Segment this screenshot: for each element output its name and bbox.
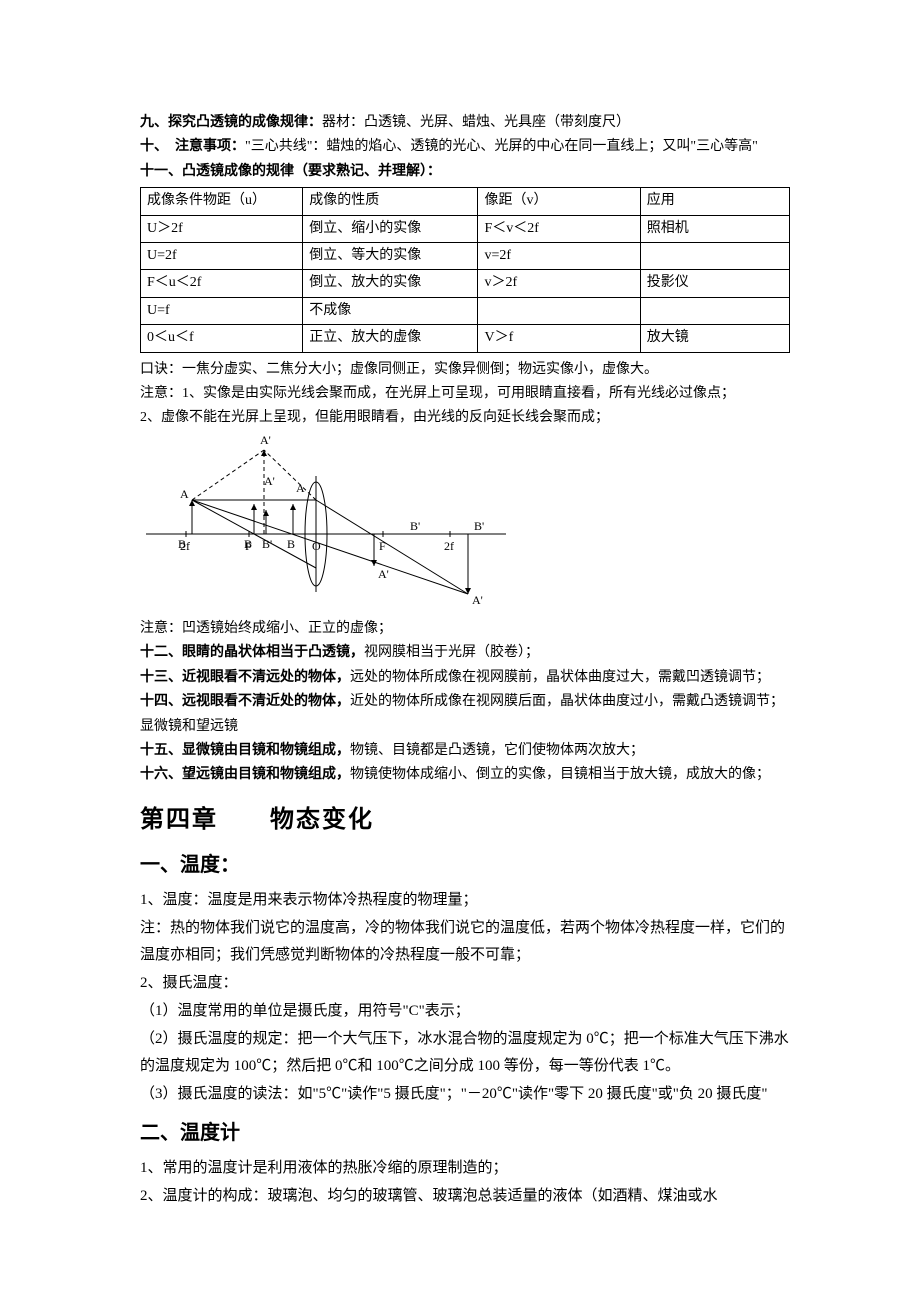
table-row: 0＜u＜f 正立、放大的虚像 V＞f 放大镜	[141, 325, 790, 352]
item-15-bold: 十五、显微镜由目镜和物镜组成，	[140, 743, 350, 758]
svg-text:B': B'	[262, 537, 272, 551]
table-header-cell: 成像条件物距（u）	[141, 188, 303, 215]
item-14-bold: 十四、远视眼看不清近处的物体，	[140, 694, 350, 709]
svg-text:F: F	[245, 539, 252, 553]
table-cell: V＞f	[478, 325, 640, 352]
sec1-p2: 2、摄氏温度：	[140, 970, 790, 996]
table-cell: 不成像	[303, 297, 478, 324]
table-cell: 照相机	[640, 215, 789, 242]
table-cell	[640, 297, 789, 324]
item-16-bold: 十六、望远镜由目镜和物镜组成，	[140, 767, 350, 782]
item-16-text: 物镜使物体成缩小、倒立的实像，目镜相当于放大镜，成放大的像；	[350, 767, 770, 782]
item-9-bold: 九、探究凸透镜的成像规律：	[140, 115, 322, 130]
table-cell: U=f	[141, 297, 303, 324]
item-16: 十六、望远镜由目镜和物镜组成，物镜使物体成缩小、倒立的实像，目镜相当于放大镜，成…	[140, 764, 790, 786]
table-cell	[640, 242, 789, 269]
svg-text:A': A'	[260, 436, 271, 447]
svg-text:B: B	[287, 537, 295, 551]
mnemonic-text: 口诀：一焦分虚实、二焦分大小；虚像同侧正，实像异侧倒；物远实像小，虚像大。	[140, 359, 790, 381]
item-14-text: 近处的物体所成像在视网膜后面，晶状体曲度过小，需戴凸透镜调节；	[350, 694, 784, 709]
chapter-4-title: 第四章 物态变化	[140, 801, 790, 839]
svg-text:A': A'	[378, 567, 389, 581]
item-11-bold: 十一、凸透镜成像的规律（要求熟记、并理解）：	[140, 164, 441, 179]
svg-text:B': B'	[410, 519, 420, 533]
svg-text:A': A'	[472, 593, 483, 606]
table-cell: F＜v＜2f	[478, 215, 640, 242]
table-cell: 倒立、缩小的实像	[303, 215, 478, 242]
table-cell: v＞2f	[478, 270, 640, 297]
table-header-cell: 像距（v）	[478, 188, 640, 215]
table-cell: 倒立、放大的实像	[303, 270, 478, 297]
item-13: 十三、近视眼看不清远处的物体，远处的物体所成像在视网膜前，晶状体曲度过大，需戴凹…	[140, 667, 790, 689]
item-12-text: 视网膜相当于光屏（胶卷）；	[364, 645, 539, 660]
table-cell: F＜u＜2f	[141, 270, 303, 297]
table-cell: v=2f	[478, 242, 640, 269]
document-page: 九、探究凸透镜的成像规律：器材：凸透镜、光屏、蜡烛、光具座（带刻度尺） 十、 注…	[0, 0, 920, 1302]
item-9-text: 器材：凸透镜、光屏、蜡烛、光具座（带刻度尺）	[322, 115, 630, 130]
sec2-p1: 1、常用的温度计是利用液体的热胀冷缩的原理制造的；	[140, 1155, 790, 1181]
item-15: 十五、显微镜由目镜和物镜组成，物镜、目镜都是凸透镜，它们使物体两次放大；	[140, 740, 790, 762]
lens-ray-svg: ABA'A'AA'A'B'B'BB'BOFF2f2f	[146, 436, 506, 606]
svg-text:A: A	[180, 487, 189, 501]
table-row: U＞2f 倒立、缩小的实像 F＜v＜2f 照相机	[141, 215, 790, 242]
item-12: 十二、眼睛的晶状体相当于凸透镜，视网膜相当于光屏（胶卷）；	[140, 642, 790, 664]
ray-diagram: ABA'A'AA'A'B'B'BB'BOFF2f2f	[146, 436, 790, 614]
table-cell: 放大镜	[640, 325, 789, 352]
lens-imaging-table: 成像条件物距（u） 成像的性质 像距（v） 应用 U＞2f 倒立、缩小的实像 F…	[140, 187, 790, 352]
svg-text:2f: 2f	[180, 539, 190, 553]
item-10: 十、 注意事项："三心共线"：蜡烛的焰心、透镜的光心、光屏的中心在同一直线上；又…	[140, 136, 790, 158]
table-cell: U=2f	[141, 242, 303, 269]
table-cell: 倒立、等大的实像	[303, 242, 478, 269]
item-9: 九、探究凸透镜的成像规律：器材：凸透镜、光屏、蜡烛、光具座（带刻度尺）	[140, 112, 790, 134]
item-12-bold: 十二、眼睛的晶状体相当于凸透镜，	[140, 645, 364, 660]
sec1-p2c: （3）摄氏温度的读法：如"5℃"读作"5 摄氏度"；"－20℃"读作"零下 20…	[140, 1081, 790, 1107]
sec1-p2a: （1）温度常用的单位是摄氏度，用符号"C"表示；	[140, 998, 790, 1024]
table-header-cell: 成像的性质	[303, 188, 478, 215]
sec1-p2b: （2）摄氏温度的规定：把一个大气压下，冰水混合物的温度规定为 0℃；把一个标准大…	[140, 1026, 790, 1079]
sec1-note: 注：热的物体我们说它的温度高，冷的物体我们说它的温度低，若两个物体冷热程度一样，…	[140, 915, 790, 968]
table-cell: 正立、放大的虚像	[303, 325, 478, 352]
note-2-text: 2、虚像不能在光屏上呈现，但能用眼睛看，由光线的反向延长线会聚而成；	[140, 407, 790, 429]
table-row: F＜u＜2f 倒立、放大的实像 v＞2f 投影仪	[141, 270, 790, 297]
table-row: U=f 不成像	[141, 297, 790, 324]
svg-text:O: O	[312, 539, 321, 553]
item-13-text: 远处的物体所成像在视网膜前，晶状体曲度过大，需戴凹透镜调节；	[350, 670, 770, 685]
table-cell: 投影仪	[640, 270, 789, 297]
svg-text:A': A'	[264, 474, 275, 488]
item-15-text: 物镜、目镜都是凸透镜，它们使物体两次放大；	[350, 743, 644, 758]
sec1-p1: 1、温度：温度是用来表示物体冷热程度的物理量；	[140, 887, 790, 913]
table-header-cell: 应用	[640, 188, 789, 215]
scope-subhead: 显微镜和望远镜	[140, 716, 790, 738]
table-cell	[478, 297, 640, 324]
sec2-p2: 2、温度计的构成：玻璃泡、均匀的玻璃管、玻璃泡总装适量的液体（如酒精、煤油或水	[140, 1183, 790, 1209]
svg-text:2f: 2f	[444, 539, 454, 553]
svg-text:F: F	[379, 539, 386, 553]
note-concave-text: 注意：凹透镜始终成缩小、正立的虚像；	[140, 618, 790, 640]
svg-text:B': B'	[474, 519, 484, 533]
item-10-bold: 十、 注意事项：	[140, 139, 245, 154]
table-cell: U＞2f	[141, 215, 303, 242]
note-1-text: 注意：1、实像是由实际光线会聚而成，在光屏上可呈现，可用眼睛直接看，所有光线必过…	[140, 383, 790, 405]
table-cell: 0＜u＜f	[141, 325, 303, 352]
item-10-text: "三心共线"：蜡烛的焰心、透镜的光心、光屏的中心在同一直线上；又叫"三心等高"	[245, 139, 758, 154]
section-2-title: 二、温度计	[140, 1117, 790, 1149]
svg-text:A: A	[296, 481, 305, 495]
item-14: 十四、远视眼看不清近处的物体，近处的物体所成像在视网膜后面，晶状体曲度过小，需戴…	[140, 691, 790, 713]
table-row: U=2f 倒立、等大的实像 v=2f	[141, 242, 790, 269]
item-13-bold: 十三、近视眼看不清远处的物体，	[140, 670, 350, 685]
table-header-row: 成像条件物距（u） 成像的性质 像距（v） 应用	[141, 188, 790, 215]
section-1-title: 一、温度：	[140, 849, 790, 881]
item-11: 十一、凸透镜成像的规律（要求熟记、并理解）：	[140, 161, 790, 183]
